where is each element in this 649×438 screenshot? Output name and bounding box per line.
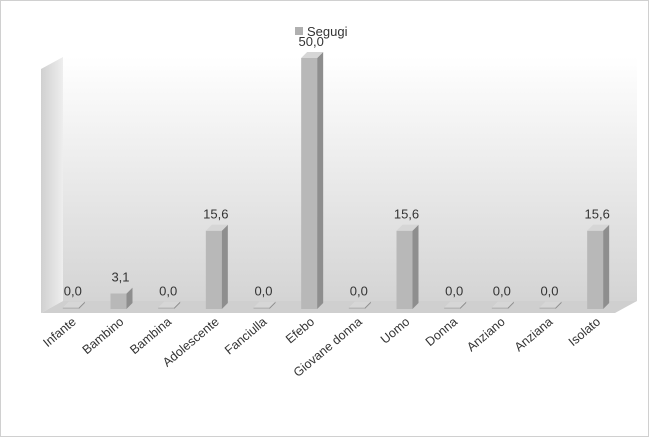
value-label: 0,0 [540, 284, 558, 299]
bar-top [253, 301, 276, 308]
bar [253, 301, 276, 309]
x-tick-label: Uomo [378, 315, 413, 347]
bar-top [587, 224, 610, 231]
x-tick-label: Anziana [512, 315, 556, 355]
bars-layer [62, 52, 610, 309]
side-wall [41, 57, 63, 313]
value-label: 15,6 [203, 207, 228, 222]
bar-front [396, 230, 413, 309]
bar-front [587, 230, 604, 309]
x-tick-label: Isolato [566, 315, 603, 349]
bar [491, 301, 514, 309]
bar-side [269, 301, 276, 309]
bar [62, 301, 85, 309]
bar-top [348, 301, 371, 308]
bar [396, 224, 419, 309]
bar-side [78, 301, 85, 309]
value-label: 3,1 [111, 269, 129, 284]
value-labels-layer: 0,0 3,1 0,0 15,6 0,0 50,0 0,0 15,6 0,0 0,0 0,0 15,6 [64, 34, 610, 299]
bar-front [253, 307, 270, 309]
bar-front [301, 58, 318, 309]
bar [444, 301, 467, 309]
bar-top [205, 224, 228, 231]
bar-top [110, 287, 133, 294]
bar [301, 52, 324, 309]
value-label: 0,0 [159, 284, 177, 299]
bar [158, 301, 181, 309]
bar-top [62, 301, 85, 308]
bar [110, 287, 133, 309]
floor [41, 301, 637, 313]
bar-front [110, 293, 127, 309]
legend-swatch [295, 27, 303, 35]
bar-side [221, 224, 228, 309]
bar [348, 301, 371, 309]
bar-front [158, 307, 175, 309]
back-wall [63, 57, 637, 301]
x-tick-label: Efebo [283, 315, 317, 347]
bar-side [126, 287, 133, 309]
bar-top [396, 224, 419, 231]
bar-front [348, 307, 365, 309]
bar-front [539, 307, 556, 309]
value-label: 0,0 [350, 284, 368, 299]
bar-side [603, 224, 610, 309]
value-label: 15,6 [394, 207, 419, 222]
bar-front [491, 307, 508, 309]
value-label: 15,6 [585, 207, 610, 222]
bar-front [205, 230, 222, 309]
bar-side [364, 301, 371, 309]
bar-side [507, 301, 514, 309]
bar-side [412, 224, 419, 309]
bar [539, 301, 562, 309]
bar-side [174, 301, 181, 309]
value-label: 0,0 [64, 284, 82, 299]
bar-side [317, 52, 324, 309]
x-tick-label: Bambina [127, 315, 174, 357]
bar [205, 224, 228, 309]
x-tick-label: Anziano [464, 315, 508, 355]
x-tick-label: Bambino [80, 315, 127, 357]
bar-top [158, 301, 181, 308]
bar-top [539, 301, 562, 308]
bar-front [62, 307, 79, 309]
value-label: 0,0 [493, 284, 511, 299]
x-tick-label: Donna [423, 315, 460, 349]
bar-side [555, 301, 562, 309]
bar [587, 224, 610, 309]
x-tick-label: Fanciulla [222, 315, 269, 358]
bar-front [444, 307, 461, 309]
bar-top [444, 301, 467, 308]
legend-label: Segugi [307, 24, 348, 39]
legend: Segugi [295, 24, 348, 39]
bar-top [301, 52, 324, 58]
value-label: 0,0 [254, 284, 272, 299]
bar-side [460, 301, 467, 309]
bar-top [491, 301, 514, 308]
value-label: 0,0 [445, 284, 463, 299]
value-label: 50,0 [299, 34, 324, 49]
x-tick-label: Infante [40, 315, 78, 350]
